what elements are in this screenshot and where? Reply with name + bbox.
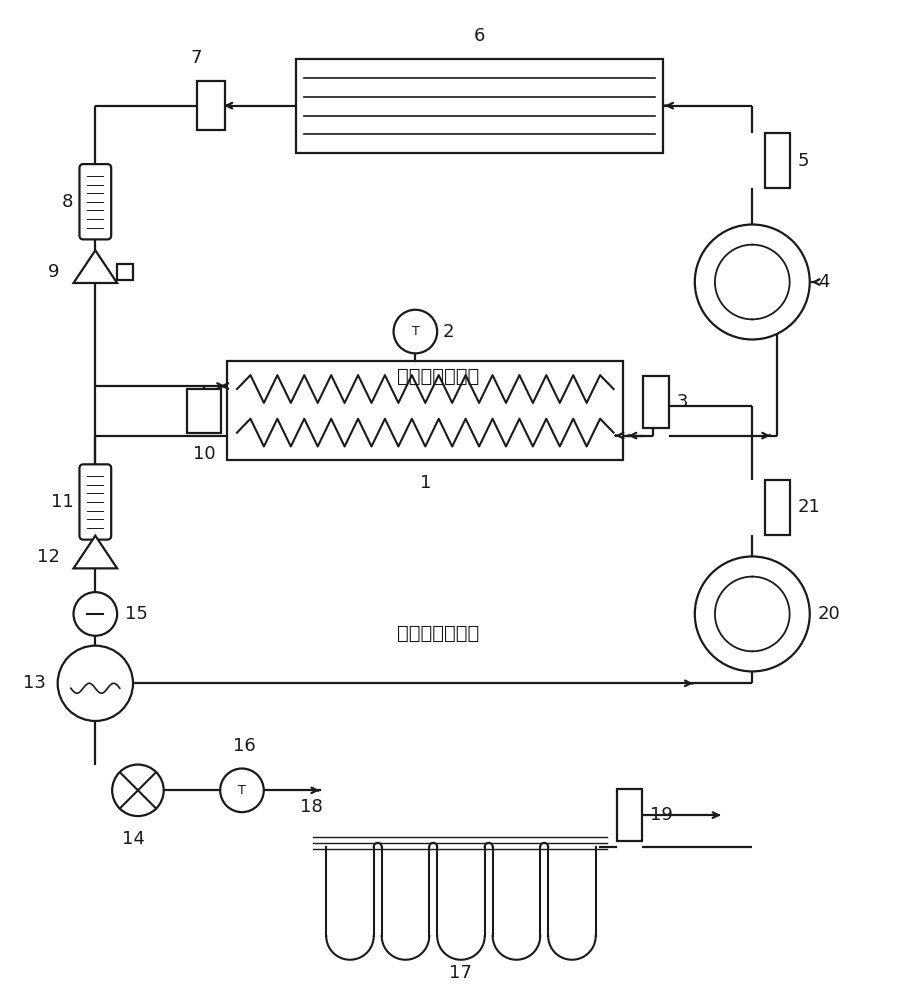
FancyBboxPatch shape [79, 464, 111, 540]
Text: 低温级制冷回路: 低温级制冷回路 [397, 367, 479, 386]
Text: 11: 11 [51, 493, 74, 511]
Bar [227, 361, 624, 460]
Polygon shape [74, 250, 117, 283]
Text: 9: 9 [48, 263, 59, 281]
Text: 8: 8 [62, 193, 74, 211]
Text: 20: 20 [818, 605, 841, 623]
Text: 15: 15 [125, 605, 148, 623]
Bar [765, 133, 790, 188]
Text: 13: 13 [23, 674, 46, 692]
Bar [187, 389, 221, 433]
Bar [117, 264, 133, 280]
Text: 2: 2 [443, 323, 455, 341]
Circle shape [220, 769, 264, 812]
Text: 14: 14 [121, 830, 144, 848]
Circle shape [695, 556, 810, 671]
Text: 3: 3 [677, 393, 688, 411]
Circle shape [695, 225, 810, 339]
Bar [297, 59, 663, 153]
Text: 21: 21 [798, 498, 821, 516]
Circle shape [74, 592, 117, 636]
Text: 10: 10 [193, 445, 215, 463]
Text: 16: 16 [233, 737, 256, 755]
FancyBboxPatch shape [79, 164, 111, 239]
Text: T: T [412, 325, 419, 338]
Bar [644, 376, 669, 428]
Text: T: T [238, 784, 246, 797]
Bar [616, 789, 642, 841]
Text: 17: 17 [448, 964, 471, 982]
Circle shape [112, 765, 163, 816]
Text: 7: 7 [191, 49, 202, 67]
Text: 高温级制冷回路: 高温级制冷回路 [397, 624, 479, 643]
Circle shape [58, 646, 133, 721]
Polygon shape [74, 536, 117, 568]
Bar [197, 81, 226, 130]
Text: 5: 5 [798, 152, 809, 170]
Text: 12: 12 [37, 548, 59, 566]
Text: 19: 19 [650, 806, 673, 824]
Text: 1: 1 [420, 474, 431, 492]
Text: 18: 18 [300, 798, 323, 816]
Text: 4: 4 [818, 273, 829, 291]
Circle shape [394, 310, 437, 353]
Bar [765, 480, 790, 535]
Text: 6: 6 [474, 27, 486, 45]
